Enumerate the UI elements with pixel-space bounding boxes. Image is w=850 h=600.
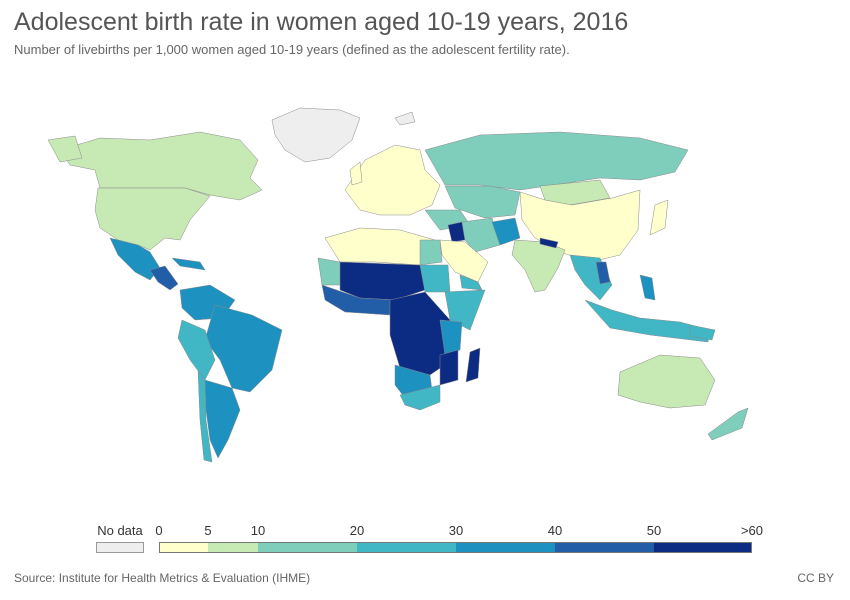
region-southern-africa[interactable]	[399, 384, 441, 411]
region-egypt[interactable]	[419, 239, 443, 266]
region-sahel[interactable]	[339, 261, 426, 301]
region-philippines[interactable]	[639, 274, 656, 301]
legend-no-data-label: No data	[97, 523, 143, 538]
world-map	[47, 107, 749, 463]
legend: No data 0 5 10 20 30 40 50 >60	[0, 520, 850, 560]
region-india[interactable]	[511, 239, 566, 293]
region-chile[interactable]	[197, 369, 213, 463]
region-australia[interactable]	[617, 354, 716, 409]
region-iran[interactable]	[461, 217, 501, 253]
legend-bin-swatch	[208, 542, 258, 553]
region-north-africa[interactable]	[324, 227, 436, 266]
region-caribbean[interactable]	[171, 257, 206, 271]
legend-bin-swatch	[357, 542, 456, 553]
legend-tick-label: 50	[646, 523, 662, 538]
region-mozambique[interactable]	[439, 349, 459, 386]
legend-tick-label: 40	[547, 523, 563, 538]
region-alaska[interactable]	[47, 135, 83, 163]
legend-tick-label: 10	[250, 523, 266, 538]
license-link[interactable]: CC BY	[797, 571, 834, 585]
legend-bin-swatch	[258, 542, 357, 553]
region-afghanistan[interactable]	[491, 217, 521, 246]
region-central-asia[interactable]	[444, 185, 521, 219]
region-greenland[interactable]	[271, 107, 361, 163]
region-png[interactable]	[689, 324, 716, 341]
legend-bin-swatch	[654, 542, 752, 553]
legend-tick-label: 0	[155, 523, 163, 538]
region-canada[interactable]	[59, 131, 263, 201]
region-uk[interactable]	[349, 161, 363, 186]
region-east-africa[interactable]	[439, 319, 463, 356]
region-west-sahara[interactable]	[317, 257, 343, 286]
region-japan[interactable]	[649, 199, 669, 236]
region-sudan[interactable]	[419, 264, 451, 293]
region-europe[interactable]	[344, 144, 441, 216]
legend-tick-label: 5	[204, 523, 212, 538]
legend-bin-swatch	[555, 542, 654, 553]
region-horn-africa[interactable]	[444, 289, 486, 331]
region-madagascar[interactable]	[465, 347, 481, 383]
legend-tick-label: >60	[740, 523, 764, 538]
region-nepal[interactable]	[539, 237, 559, 249]
region-argentina[interactable]	[204, 379, 241, 459]
region-russia[interactable]	[424, 131, 689, 191]
region-brazil[interactable]	[204, 304, 283, 393]
source-note: Source: Institute for Health Metrics & E…	[14, 571, 311, 585]
region-mongolia[interactable]	[539, 179, 611, 206]
legend-tick-label: 30	[448, 523, 464, 538]
chart-subtitle: Number of livebirths per 1,000 women age…	[14, 42, 570, 57]
region-new-zealand[interactable]	[707, 407, 749, 441]
region-svalbard[interactable]	[394, 111, 416, 126]
region-usa[interactable]	[94, 187, 211, 251]
region-laos[interactable]	[595, 261, 611, 285]
legend-no-data-swatch	[96, 542, 144, 553]
legend-bin-swatch	[456, 542, 555, 553]
chart-title: Adolescent birth rate in women aged 10-1…	[14, 8, 629, 36]
region-central-america[interactable]	[149, 265, 179, 291]
legend-bin-swatch	[159, 542, 208, 553]
legend-tick-label: 20	[349, 523, 365, 538]
